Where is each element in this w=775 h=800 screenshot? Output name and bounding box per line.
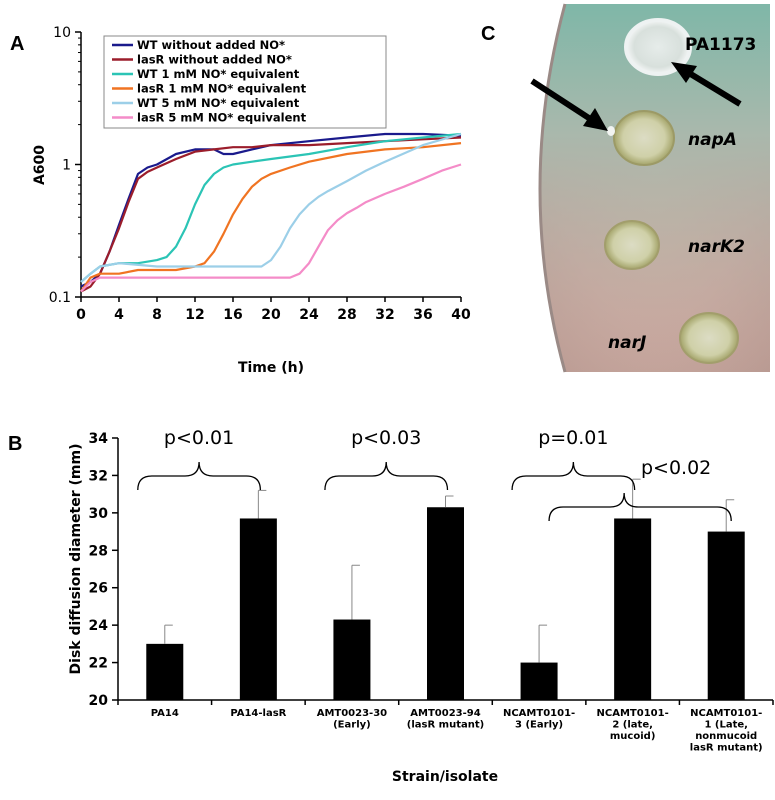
panel-a-axes: 0.1 1 10 0 4 8 12 16 20 24 28 32 36 40 <box>49 25 471 323</box>
panel-b-letter: B <box>8 433 22 455</box>
panel-a-x-tick-label: 4 <box>114 307 124 323</box>
panel-a-x-tick-label: 20 <box>261 307 281 323</box>
panel-a-series-line-5 <box>80 163 462 293</box>
panel-a-x-tick-label: 28 <box>337 307 356 323</box>
panel-a-x-tick-label: 16 <box>223 307 242 323</box>
plate-label-napa: napA <box>688 130 737 150</box>
panel-a-x-tick-label: 40 <box>451 307 471 323</box>
panel-a-x-tick-label: 0 <box>76 307 86 323</box>
panel-b-category-label: NCAMT0101-1 (Late, nonmucoid lasR mutant) <box>690 708 763 754</box>
panel-b-p-value: p<0.01 <box>164 427 234 449</box>
panel-b-category-label: AMT0023-94 (lasR mutant) <box>407 708 484 731</box>
panel-b-category-label: NCAMT0101-2 (late, mucoid) <box>597 708 669 742</box>
panel-b-bar-5 <box>614 518 652 700</box>
panel-a-series-line-3 <box>80 142 462 293</box>
panel-b-y-tick-label: 28 <box>89 543 108 559</box>
panel-b-brace <box>324 461 449 491</box>
colony-narj <box>679 312 739 364</box>
panel-a-legend-label: WT 5 mM NO* equivalent <box>137 96 300 110</box>
panel-b-y-tick-label: 26 <box>89 581 108 597</box>
panel-b-bar-6 <box>707 531 745 700</box>
panel-b-y-tick-label: 20 <box>89 693 109 709</box>
panel-a-x-axis-label: Time (h) <box>238 360 304 376</box>
panel-b-p-value: p<0.02 <box>641 457 711 479</box>
panel-a-x-tick-label: 32 <box>375 307 394 323</box>
panel-b-y-tick-label: 32 <box>89 468 108 484</box>
plate-label-nark2: narK2 <box>688 237 745 257</box>
panel-b-category-label: NCAMT0101-3 (Early) <box>503 708 575 731</box>
panel-b-brace <box>548 492 732 522</box>
panel-b-bar-2 <box>333 619 371 700</box>
disk-diffusion-bar-chart: B Disk diffusion diameter (mm) Strain/is… <box>8 427 774 785</box>
panel-b-y-tick-label: 22 <box>89 656 108 672</box>
panel-a-legend-label: lasR without added NO* <box>137 53 292 67</box>
panel-a-x-tick-label: 12 <box>185 307 204 323</box>
panel-b-p-value: p=0.01 <box>538 427 608 449</box>
panel-b-x-axis-label: Strain/isolate <box>392 769 498 785</box>
panel-b-y-tick-label: 30 <box>89 506 109 522</box>
panel-a-legend-label: WT without added NO* <box>137 38 285 52</box>
arrow-pa1173 <box>671 62 742 107</box>
panel-b-bars: PA14 PA14-lasR AMT0023-30 (Early) AMT0023-94… <box>146 478 763 754</box>
panel-a-letter: A <box>10 33 24 55</box>
panel-a-y-tick-label: 0.1 <box>49 290 71 306</box>
panel-b-y-tick-label: 24 <box>89 618 109 634</box>
colony-napa <box>613 110 675 166</box>
panel-b-bar-3 <box>427 507 464 700</box>
agar-plate-photo: C PA1173 napA narK2 narJ <box>481 3 770 373</box>
panel-a-x-tick-label: 36 <box>413 307 432 323</box>
panel-b-significance: p<0.01 p<0.03 p=0.01 p<0.02 <box>137 427 732 522</box>
plate-label-narj: narJ <box>608 333 646 353</box>
panel-a-series-line-1 <box>80 136 462 293</box>
panel-b-p-value: p<0.03 <box>351 427 421 449</box>
arrow-napa <box>530 78 608 131</box>
panel-a-x-tick-label: 24 <box>299 307 319 323</box>
panel-a-series-line-4 <box>80 132 462 283</box>
panel-b-brace <box>511 461 636 491</box>
panel-a-y-tick-label: 1 <box>62 158 71 174</box>
colony-napa-halo <box>607 126 615 136</box>
plate-rim <box>538 3 567 373</box>
panel-a-x-tick-label: 8 <box>152 307 162 323</box>
panel-b-y-axis-label: Disk diffusion diameter (mm) <box>68 444 84 675</box>
panel-b-bar-0 <box>146 643 184 700</box>
panel-b-y-tick-label: 34 <box>89 431 109 447</box>
panel-b-category-label: AMT0023-30 (Early) <box>317 708 387 731</box>
panel-a-legend-label: lasR 1 mM NO* equivalent <box>137 82 307 96</box>
panel-a-series <box>80 132 462 293</box>
panel-b-brace <box>137 461 262 491</box>
panel-a-legend-label: lasR 5 mM NO* equivalent <box>137 111 307 125</box>
panel-b-bar-1 <box>239 518 277 700</box>
panel-b-bar-4 <box>520 662 558 700</box>
panel-a-legend-box <box>103 35 387 129</box>
panel-b-category-label: PA14-lasR <box>230 708 286 719</box>
panel-a-legend-label: WT 1 mM NO* equivalent <box>137 67 300 81</box>
panel-a-legend: WT without added NO*lasR without added N… <box>103 35 387 129</box>
panel-b-category-label: PA14 <box>151 708 179 719</box>
colony-nark2 <box>604 220 660 270</box>
panel-c-letter: C <box>481 23 495 45</box>
plate-agar-tint <box>540 4 770 372</box>
panel-a-y-axis-label: A600 <box>32 145 48 185</box>
growth-curve-chart: A A600 Time (h) 0.1 1 10 0 4 8 12 16 20 24 28 32 36 4… <box>10 25 471 376</box>
colony-pa1173 <box>624 18 692 76</box>
panel-a-y-tick-label: 10 <box>53 25 71 41</box>
plate-label-pa1173: PA1173 <box>685 35 756 55</box>
